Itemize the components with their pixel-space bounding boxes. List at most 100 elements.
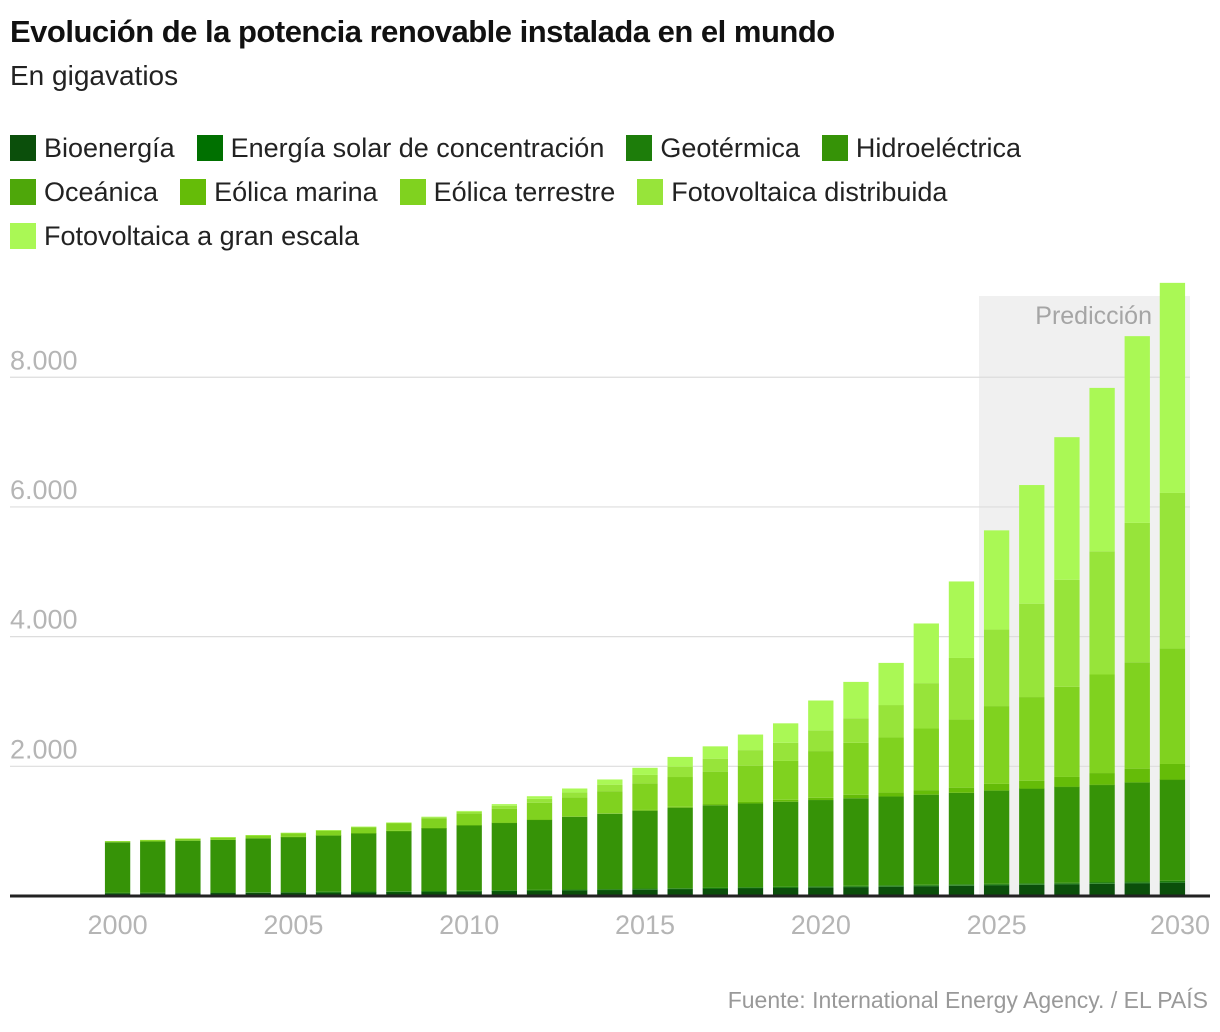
bar-segment xyxy=(315,891,342,893)
bar-segment xyxy=(1089,883,1115,896)
legend-label: Geotérmica xyxy=(660,132,800,163)
bar-segment xyxy=(491,805,518,809)
bar-segment xyxy=(808,887,834,888)
bar-segment xyxy=(597,889,623,891)
bar-segment xyxy=(456,891,482,896)
bar-segment xyxy=(140,841,166,893)
bar-segment xyxy=(667,888,693,890)
bar-segment xyxy=(526,890,553,896)
bar-segment xyxy=(562,816,588,890)
bar-segment xyxy=(491,822,518,824)
bar-segment xyxy=(913,683,939,729)
legend-item: Energía solar de concentración xyxy=(196,133,604,164)
x-tick-label: 2005 xyxy=(263,910,323,940)
bar-segment xyxy=(1054,882,1080,884)
bar-segment xyxy=(913,728,939,791)
x-tick-label: 2030 xyxy=(1150,910,1210,940)
legend-row: Bioenergía Energía solar de concentración… xyxy=(10,126,1210,170)
bar-segment xyxy=(1089,387,1115,552)
bar-segment xyxy=(1019,883,1045,885)
bar-segment xyxy=(597,779,623,785)
bar-segment xyxy=(562,890,588,891)
prediction-band xyxy=(979,296,1190,896)
bar-segment xyxy=(491,890,518,892)
bar-segment xyxy=(386,823,412,831)
bar-segment xyxy=(878,796,904,886)
bar-segment xyxy=(878,662,904,706)
bar-segment xyxy=(1124,782,1150,783)
bar-segment xyxy=(351,833,377,834)
bar-stack xyxy=(808,700,834,896)
bar-segment xyxy=(280,892,307,893)
bar-segment xyxy=(772,723,799,743)
legend-swatch xyxy=(196,135,223,161)
bar-segment xyxy=(140,839,166,841)
bar-segment xyxy=(386,822,412,823)
bar-segment xyxy=(808,751,834,798)
bar-segment xyxy=(878,885,904,887)
legend-label: Hidroeléctrica xyxy=(855,132,1021,163)
bar-segment xyxy=(351,833,377,892)
bar-segment xyxy=(702,805,728,888)
legend-swatch xyxy=(10,223,36,249)
bar-segment xyxy=(526,802,553,820)
bar-segment xyxy=(315,892,342,893)
bar-segment xyxy=(667,756,693,767)
bar-segment xyxy=(772,801,799,887)
bar-segment xyxy=(245,892,271,896)
bar-stack xyxy=(104,841,131,896)
bar-segment xyxy=(351,826,377,828)
bar-segment xyxy=(702,746,728,759)
bar-segment xyxy=(1019,485,1045,604)
bar-segment xyxy=(1124,662,1150,769)
bar-segment xyxy=(351,892,377,896)
legend-item: Eólica terrestre xyxy=(399,176,616,208)
bar-segment xyxy=(1159,882,1186,896)
bar-segment xyxy=(983,530,1010,630)
bar-segment xyxy=(632,888,658,890)
bar-stack xyxy=(843,681,869,896)
bar-segment xyxy=(210,839,236,893)
bar-stack xyxy=(526,796,553,896)
bar-stack xyxy=(315,830,342,896)
bar-segment xyxy=(386,830,412,892)
bar-segment xyxy=(737,734,764,751)
bar-stack xyxy=(632,767,658,896)
bar-segment xyxy=(667,777,693,807)
legend-label: Fotovoltaica a gran escala xyxy=(44,220,360,251)
bar-segment xyxy=(1159,880,1186,883)
bar-segment xyxy=(843,886,869,888)
bar-stack xyxy=(386,822,412,896)
bar-segment xyxy=(280,832,307,834)
bar-segment xyxy=(1124,522,1150,663)
bar-segment xyxy=(948,884,975,886)
bar-segment xyxy=(104,841,131,842)
bar-segment xyxy=(210,837,236,838)
bar-segment xyxy=(351,891,377,893)
bar-segment xyxy=(737,750,764,766)
bar-segment xyxy=(808,800,834,887)
bar-segment xyxy=(351,892,377,893)
bar-segment xyxy=(1159,763,1186,780)
bar-segment xyxy=(1019,884,1045,896)
bar-segment xyxy=(491,804,518,806)
bar-segment xyxy=(772,760,799,800)
legend-item: Eólica marina xyxy=(180,177,378,208)
bar-segment xyxy=(913,623,939,684)
bar-segment xyxy=(702,758,728,772)
bar-stack xyxy=(245,835,271,896)
bar-segment xyxy=(386,891,412,892)
bar-segment xyxy=(843,742,869,795)
bar-segment xyxy=(1124,336,1150,523)
bar-segment xyxy=(597,888,623,890)
bar-segment xyxy=(737,801,764,804)
legend-label: Eólica terrestre xyxy=(433,176,616,207)
bar-segment xyxy=(948,787,975,793)
chart-title: Evolución de la potencia renovable insta… xyxy=(10,14,835,49)
bar-segment xyxy=(702,888,728,889)
bar-segment xyxy=(702,771,728,805)
bar-segment xyxy=(175,838,201,841)
bar-segment xyxy=(456,891,482,892)
bar-stack xyxy=(140,839,166,896)
bar-segment xyxy=(913,794,939,885)
